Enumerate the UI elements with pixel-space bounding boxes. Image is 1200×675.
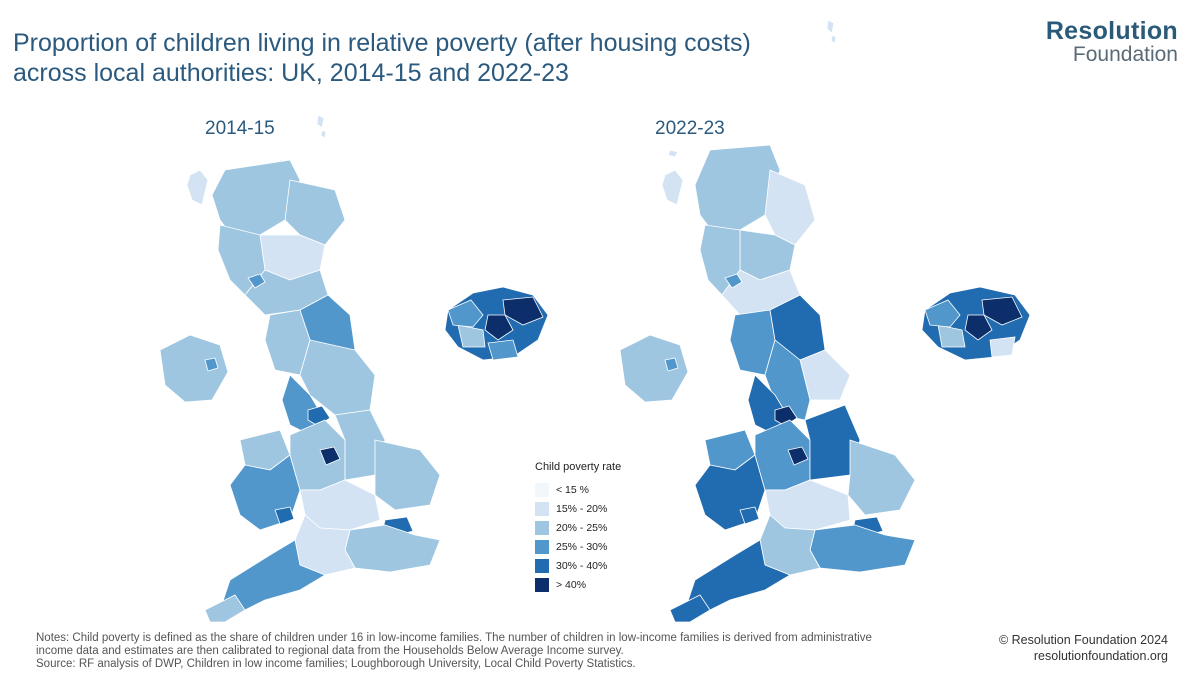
title-line-2: across local authorities: UK, 2014-15 an…	[13, 59, 569, 87]
london-inset-south-west	[937, 324, 966, 348]
highlands-region	[694, 144, 781, 236]
london-inset-2022-23	[921, 286, 1031, 361]
orkney-region	[667, 149, 679, 158]
belfast-region	[664, 357, 679, 372]
legend-swatch	[535, 520, 549, 535]
cornwall-region	[204, 594, 246, 623]
legend-title: Child poverty rate	[535, 461, 622, 473]
copyright-text: © Resolution Foundation 2024	[998, 633, 1168, 647]
london-inset-west	[447, 299, 484, 328]
title-line-1: Proportion of children living in relativ…	[13, 29, 751, 57]
legend-label: 20% - 25%	[556, 521, 608, 534]
legend-swatch	[535, 539, 549, 554]
london-inset-centre	[484, 314, 514, 341]
legend-label: < 15 %	[556, 483, 589, 496]
legend-label: 25% - 30%	[556, 540, 608, 553]
legend-label: > 40%	[556, 578, 587, 591]
cardiff-region	[274, 506, 295, 525]
western-isles-region	[661, 169, 684, 206]
map-2022-23	[619, 19, 916, 623]
legend-item: 25% - 30%	[535, 537, 621, 556]
shetland-region	[316, 114, 327, 139]
map-label-2014-15: 2014-15	[205, 118, 275, 139]
legend-swatch	[535, 482, 549, 497]
belfast-region	[204, 357, 219, 372]
london-inset-south-west	[457, 324, 486, 348]
notes-line-2: income data and estimates are then calib…	[36, 645, 624, 657]
shetland-region	[826, 19, 837, 44]
chart-title: Proportion of children living in relativ…	[13, 28, 913, 88]
logo-line-2: Foundation	[1072, 43, 1178, 66]
legend-swatch	[535, 501, 549, 516]
legend-swatch	[535, 558, 549, 573]
website-link[interactable]: resolutionfoundation.org	[1033, 649, 1168, 663]
legend-swatch	[535, 577, 549, 592]
legend-label: 30% - 40%	[556, 559, 608, 572]
east-anglia-region	[847, 439, 916, 516]
glasgow-region	[247, 273, 266, 289]
legend-item: < 15 %	[535, 480, 621, 499]
london-inset-east	[502, 296, 544, 326]
legend-item: 30% - 40%	[535, 556, 621, 575]
legend: Child poverty rate < 15 % 15% - 20% 20% …	[535, 461, 621, 594]
cornwall-region	[669, 594, 711, 623]
northern-ireland-region	[619, 334, 689, 403]
london-inset-south	[989, 336, 1016, 358]
south-east-region	[344, 524, 441, 573]
london-inset-west	[924, 299, 961, 328]
legend-item: 15% - 20%	[535, 499, 621, 518]
scotland-north-east-region	[764, 169, 816, 246]
logo-line-1: Resolution	[1045, 17, 1178, 45]
birmingham-region	[319, 446, 341, 466]
scotland-south-region	[244, 269, 329, 316]
map-2014-15	[159, 114, 441, 623]
east-anglia-region	[374, 439, 441, 511]
london-inset-south	[487, 339, 519, 361]
resolution-foundation-logo: Resolution Foundation	[1046, 18, 1178, 66]
map-label-2022-23: 2022-23	[655, 118, 725, 139]
notes: Notes: Child poverty is defined as the s…	[36, 632, 966, 671]
glasgow-region	[724, 273, 743, 289]
london-inset-east	[981, 296, 1023, 326]
birmingham-region	[787, 446, 809, 466]
london-inset-2014-15	[444, 286, 549, 361]
legend-item: 20% - 25%	[535, 518, 621, 537]
western-isles-region	[186, 169, 209, 206]
notes-line-1: Notes: Child poverty is defined as the s…	[36, 632, 872, 644]
legend-label: 15% - 20%	[556, 502, 608, 515]
cardiff-region	[739, 506, 760, 525]
credit: © Resolution Foundation 2024 resolutionf…	[999, 632, 1168, 664]
legend-item: > 40%	[535, 575, 621, 594]
south-east-region	[809, 524, 916, 573]
northern-ireland-region	[159, 334, 229, 403]
notes-line-3: Source: RF analysis of DWP, Children in …	[36, 658, 636, 670]
london-inset-centre	[964, 314, 993, 341]
